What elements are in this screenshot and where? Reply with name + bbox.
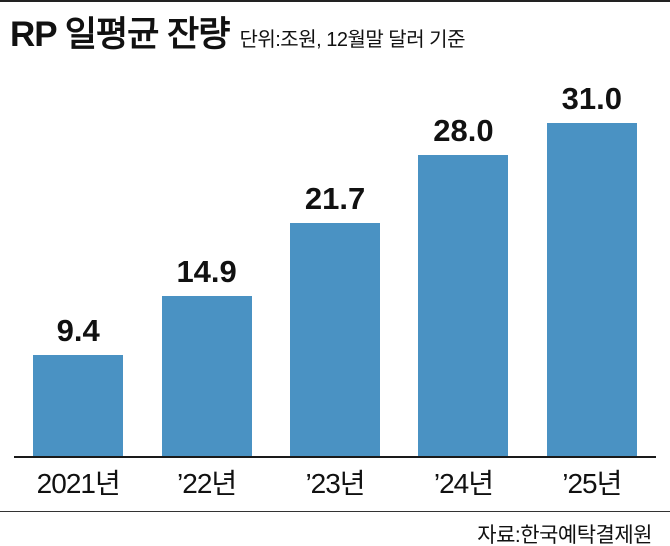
bars-row: 9.4 14.9 21.7 28.0 31.0 [14,83,656,456]
x-axis-label: ’25년 [562,468,622,499]
bar-group: 31.0 [528,83,656,456]
chart-header: RP 일평균 잔량 단위:조원, 12월말 달러 기준 [0,2,670,56]
x-axis-labels: 2021년 ’22년 ’23년 ’24년 ’25년 [14,458,656,511]
bar-value-label: 9.4 [56,313,100,348]
x-axis-label: ’24년 [433,468,494,499]
source-text: 자료:한국예탁결제원 [477,524,652,546]
bar [161,296,252,456]
x-axis-label: ’22년 [177,468,237,499]
bar-group: 9.4 [14,315,142,456]
bar [290,223,381,456]
bar-chart: 9.4 14.9 21.7 28.0 31.0 [14,56,656,458]
bar [418,155,509,456]
bar-group: 21.7 [271,183,399,456]
x-axis-label: 2021년 [36,468,121,499]
bar [546,123,637,456]
source-row: 자료:한국예탁결제원 [0,512,670,546]
bar-value-label: 31.0 [561,81,622,116]
chart-subtitle: 단위:조원, 12월말 달러 기준 [239,29,465,51]
bar-value-label: 14.9 [176,254,237,289]
bar-group: 14.9 [142,256,270,456]
footer-divider [0,511,670,513]
bar [33,355,124,456]
x-axis-label: ’23년 [305,468,365,499]
bar-group: 28.0 [399,115,527,456]
bar-value-label: 21.7 [304,181,366,216]
bar-value-label: 28.0 [433,113,494,148]
chart-title: RP 일평균 잔량 [10,15,230,54]
